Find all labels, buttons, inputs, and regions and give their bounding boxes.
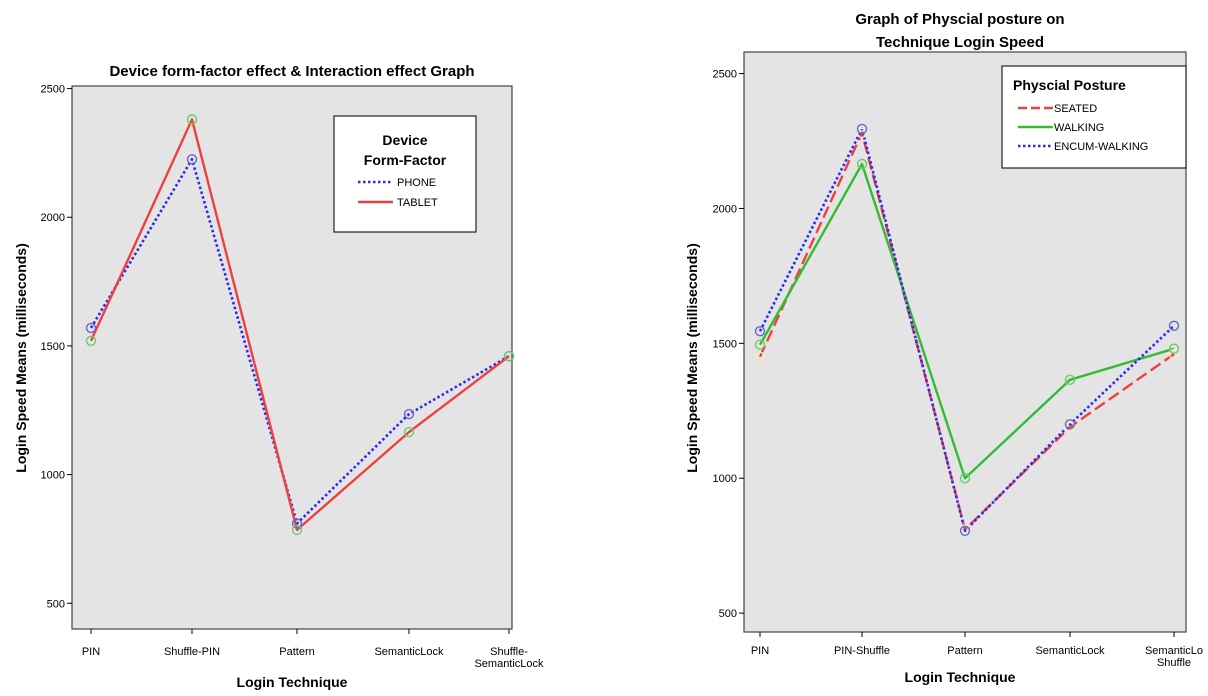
x-tick-label: Shuffle	[1157, 657, 1191, 669]
x-tick-label: SemanticLock	[1035, 645, 1105, 657]
data-point-walking	[1168, 343, 1180, 354]
data-point-tablet	[85, 335, 97, 346]
series-line-encum-walking	[758, 127, 1175, 533]
data-point-phone	[186, 154, 198, 165]
legend: Device Form-Factor PHONE TABLET	[333, 115, 477, 233]
legend-label-phone: PHONE	[397, 177, 436, 189]
y-tick-label: 2000	[713, 203, 737, 215]
series-line-tablet	[89, 118, 510, 532]
series-line-walking	[758, 162, 1175, 480]
x-tick-label: PIN	[82, 646, 100, 658]
legend-label-tablet: TABLET	[397, 197, 438, 209]
y-axis-title: Login Speed Means (milliseconds)	[684, 243, 700, 472]
data-point-tablet	[503, 351, 515, 362]
legend-box	[333, 115, 477, 233]
data-point-walking	[1064, 374, 1076, 385]
legend-box	[1001, 65, 1187, 169]
data-point-tablet	[291, 524, 303, 536]
y-tick-label: 1000	[713, 473, 737, 485]
y-tick-label: 2500	[41, 84, 65, 96]
data-point-encum-walking	[959, 525, 971, 536]
y-tick-label: 1000	[41, 470, 65, 482]
data-point-walking	[959, 473, 971, 484]
data-point-encum-walking	[856, 123, 868, 135]
chart-1: Device form-factor effect & Interaction …	[13, 63, 544, 690]
y-axis-title: Login Speed Means (milliseconds)	[13, 243, 29, 472]
legend: Physcial Posture SEATED WALKING ENCUM-WALKI…	[1001, 65, 1187, 169]
x-axis-title: Login Technique	[237, 674, 348, 690]
y-tick-label: 1500	[713, 338, 737, 350]
x-tick-label: Pattern	[279, 646, 314, 658]
chart-title-line: Graph of Physcial posture on	[855, 11, 1064, 28]
x-tick-label: SemanticLo	[1145, 645, 1203, 657]
x-tick-label: SemanticLock	[474, 658, 544, 670]
data-point-encum-walking	[1064, 419, 1076, 430]
legend-title: Physcial Posture	[1013, 77, 1126, 93]
chart-2: Graph of Physcial posture on Technique Lo…	[684, 11, 1203, 685]
data-point-seated	[856, 127, 868, 139]
y-tick-label: 1500	[41, 341, 65, 353]
data-point-seated	[754, 351, 766, 362]
x-tick-label: SemanticLock	[374, 646, 444, 658]
chart-title: Device form-factor effect & Interaction …	[109, 63, 474, 80]
legend-title: Form-Factor	[364, 152, 447, 168]
data-point-tablet	[186, 114, 198, 125]
data-point-seated	[1168, 348, 1180, 360]
y-tick-label: 2000	[41, 212, 65, 224]
data-point-walking	[856, 158, 868, 170]
data-point-walking	[754, 339, 766, 350]
data-point-encum-walking	[754, 326, 766, 337]
x-tick-label: PIN-Shuffle	[834, 645, 890, 657]
chart-title-line: Technique Login Speed	[876, 34, 1044, 51]
y-tick-label: 2500	[713, 69, 737, 81]
data-point-phone	[403, 408, 415, 420]
data-point-seated	[1064, 421, 1076, 433]
legend-label-seated: SEATED	[1054, 103, 1097, 115]
legend-label-walking: WALKING	[1054, 122, 1104, 134]
legend-label-encum-walking: ENCUM-WALKING	[1054, 141, 1148, 153]
y-tick-label: 500	[719, 608, 737, 620]
x-tick-label: Shuffle-	[490, 646, 528, 658]
y-tick-label: 500	[47, 598, 65, 610]
legend-title: Device	[382, 132, 427, 148]
data-point-tablet	[403, 426, 415, 438]
x-tick-label: Shuffle-PIN	[164, 646, 220, 658]
series-line-phone	[89, 158, 510, 525]
x-tick-label: Pattern	[947, 645, 982, 657]
x-tick-label: PIN	[751, 645, 769, 657]
x-axis-title: Login Technique	[905, 669, 1016, 685]
data-point-phone	[291, 518, 303, 529]
data-point-encum-walking	[1168, 320, 1180, 331]
data-point-phone	[85, 322, 97, 334]
